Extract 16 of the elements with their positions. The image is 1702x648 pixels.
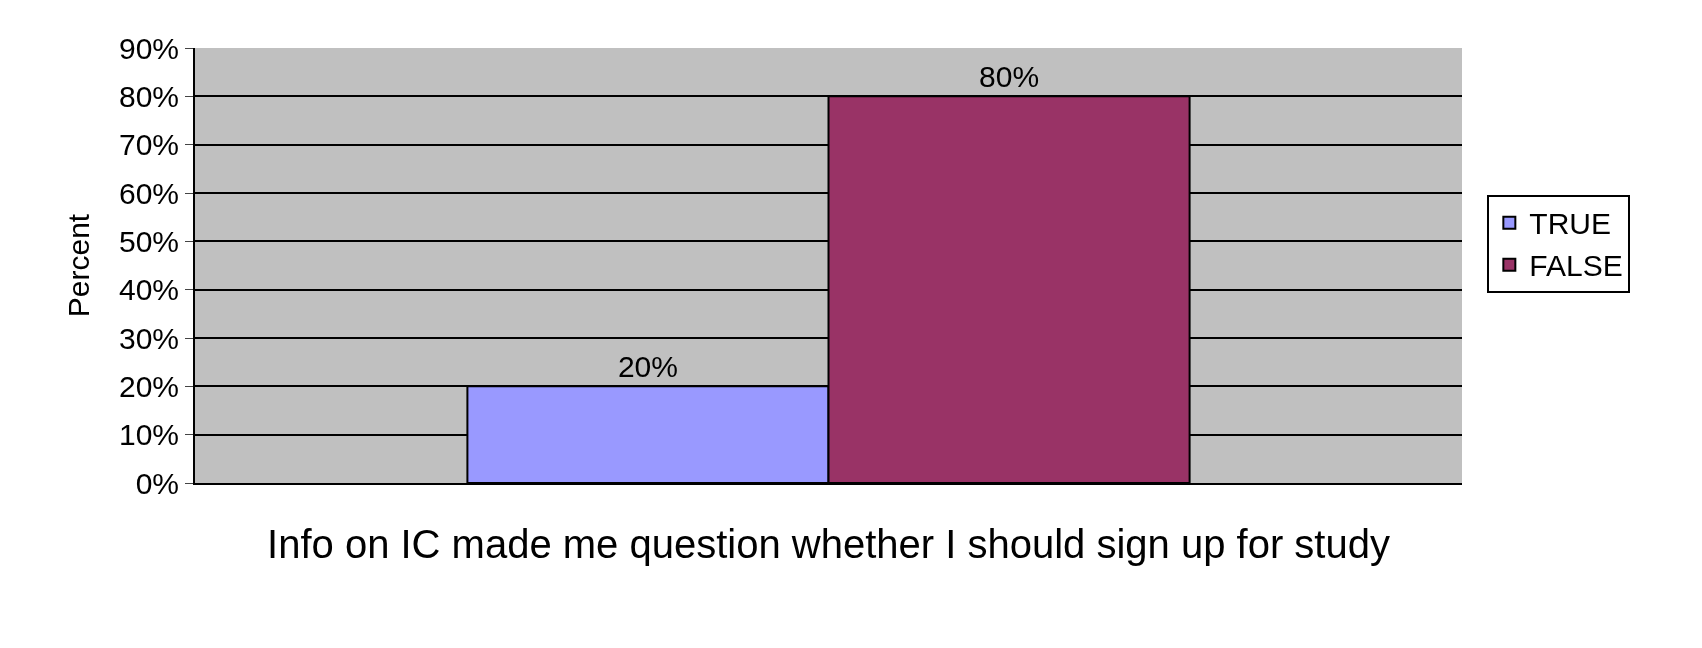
data-label: 20% <box>617 350 678 384</box>
y-tick-label: 0% <box>135 466 179 500</box>
legend-label: TRUE <box>1529 207 1612 241</box>
y-tick-label: 80% <box>118 79 179 113</box>
y-axis-title: Percent <box>62 213 96 318</box>
legend-label: FALSE <box>1529 249 1623 283</box>
y-tick-label: 30% <box>118 321 179 355</box>
y-tick-label: 70% <box>118 128 179 162</box>
y-tick-label: 40% <box>118 273 179 307</box>
y-tick-label: 20% <box>118 369 179 403</box>
y-tick-label: 10% <box>118 418 179 452</box>
x-axis-title: Info on IC made me question whether I should sign up for study <box>267 521 1390 566</box>
y-tick-label: 90% <box>118 31 179 65</box>
y-tick-label: 50% <box>118 224 179 258</box>
y-tick-label: 60% <box>118 176 179 210</box>
data-label: 80% <box>979 60 1040 94</box>
